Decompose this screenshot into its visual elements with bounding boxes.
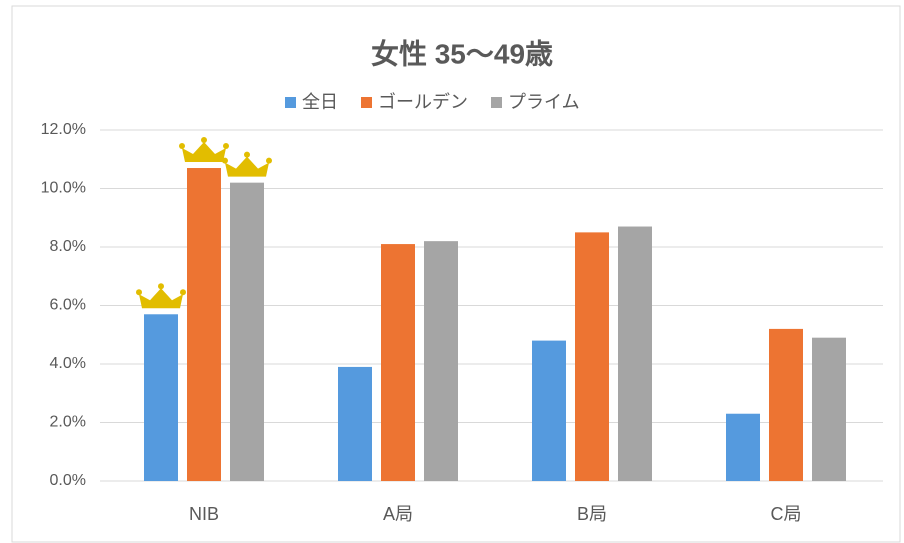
crown-icon xyxy=(182,142,226,163)
legend-swatch xyxy=(491,97,502,108)
crown-jewel xyxy=(179,143,185,150)
crown-jewel xyxy=(222,157,228,164)
legend-label: プライム xyxy=(508,92,580,112)
crown-jewel xyxy=(201,137,207,144)
crown-jewel xyxy=(158,283,164,290)
crown-icon xyxy=(225,156,269,177)
x-tick-label: B局 xyxy=(577,504,607,524)
crown-jewel xyxy=(266,157,272,164)
legend-label: ゴールデン xyxy=(378,92,468,112)
bar xyxy=(424,241,458,481)
y-tick-label: 2.0% xyxy=(50,414,86,431)
y-tick-label: 4.0% xyxy=(50,355,86,372)
crown-jewel xyxy=(244,151,250,158)
crown-jewel xyxy=(180,289,186,296)
bar xyxy=(338,366,372,481)
bar xyxy=(618,226,652,481)
bar xyxy=(144,314,178,481)
x-tick-label: NIB xyxy=(189,504,219,524)
y-tick-label: 10.0% xyxy=(41,180,86,197)
bar xyxy=(187,168,221,481)
bar xyxy=(381,244,415,481)
x-tick-label: C局 xyxy=(771,504,802,524)
bar xyxy=(230,182,264,481)
legend-swatch xyxy=(361,97,372,108)
bar xyxy=(812,337,846,481)
y-tick-label: 6.0% xyxy=(50,297,86,314)
chart-title: 女性 35〜49歳 xyxy=(371,37,553,69)
bar xyxy=(769,328,803,481)
bar xyxy=(532,340,566,481)
y-tick-label: 8.0% xyxy=(50,238,86,255)
bar xyxy=(726,413,760,481)
crown-jewel xyxy=(223,143,229,150)
bar xyxy=(575,232,609,481)
x-tick-label: A局 xyxy=(383,504,413,524)
legend-label: 全日 xyxy=(302,92,338,112)
crown-icon xyxy=(139,288,183,309)
y-tick-label: 0.0% xyxy=(50,472,86,489)
y-tick-label: 12.0% xyxy=(41,121,86,138)
legend-swatch xyxy=(285,97,296,108)
crown-jewel xyxy=(136,289,142,296)
